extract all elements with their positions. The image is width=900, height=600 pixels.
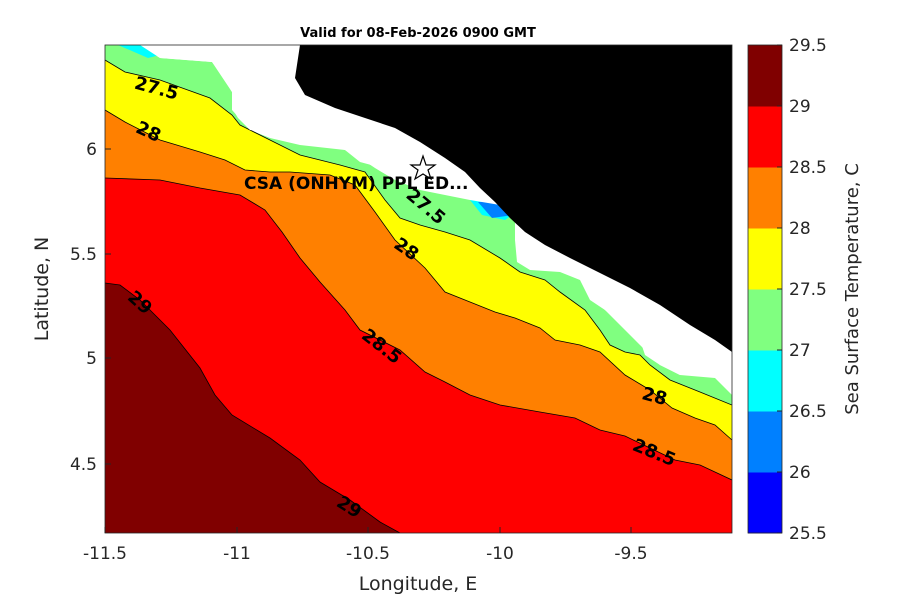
colorbar-segment: [748, 472, 782, 534]
colorbar-segment: [748, 45, 782, 107]
x-tick-label: -11.5: [83, 544, 127, 564]
plot-area: [105, 45, 732, 533]
y-tick-label: 5: [86, 349, 97, 369]
colorbar-tick-label: 29: [789, 97, 811, 117]
x-tick-label: -10: [486, 544, 514, 564]
colorbar-segment: [748, 228, 782, 290]
x-axis-label: Longitude, E: [359, 573, 478, 595]
y-tick-label: 6: [86, 140, 97, 160]
contour-lines: [105, 59, 732, 533]
y-axis-label: Latitude, N: [31, 237, 53, 342]
colorbar-tick-label: 29.5: [789, 36, 827, 56]
land-mass: [295, 45, 732, 352]
y-tick-label: 4.5: [70, 455, 97, 475]
y-tick-label: 5.5: [70, 245, 97, 265]
x-tick-label: -11: [223, 544, 251, 564]
colorbar-segment: [748, 411, 782, 473]
colorbar: 25.5 26 26.5 27 27.5 28 28.5 29 29.5: [748, 36, 827, 544]
colorbar-segment: [748, 350, 782, 412]
colorbar-segment: [748, 106, 782, 168]
colorbar-segment: [748, 289, 782, 351]
colorbar-tick-label: 27: [789, 341, 811, 361]
star-icon: [409, 154, 437, 181]
colorbar-tick-label: 28: [789, 219, 811, 239]
x-tick-label: -9.5: [614, 544, 647, 564]
colorbar-tick-label: 25.5: [789, 524, 827, 544]
colorbar-tick-label: 27.5: [789, 280, 827, 300]
site-label: CSA (ONHYM) PPL ED...: [244, 174, 468, 194]
colorbar-tick-label: 28.5: [789, 158, 827, 178]
colorbar-frame: [747, 44, 783, 534]
x-axis: -11.5 -11 -10.5 -10 -9.5 Longitude, E: [83, 527, 648, 595]
nodata-coastal-strip: [105, 45, 732, 380]
y-axis: 4.5 5 5.5 6 Latitude, N: [31, 140, 111, 475]
colorbar-tick-label: 26.5: [789, 402, 827, 422]
colorbar-segment: [748, 167, 782, 229]
band-29-29.5: [105, 283, 400, 533]
x-tick-label: -10.5: [346, 544, 390, 564]
blue-patch-coast: [478, 202, 513, 218]
colorbar-label: Sea Surface Temperature, C: [842, 163, 863, 415]
chart-title: Valid for 08-Feb-2026 0900 GMT: [300, 26, 536, 41]
plot-frame: [104, 44, 733, 534]
colorbar-tick-label: 26: [789, 463, 811, 483]
site-marker: CSA (ONHYM) PPL ED...: [244, 154, 468, 194]
